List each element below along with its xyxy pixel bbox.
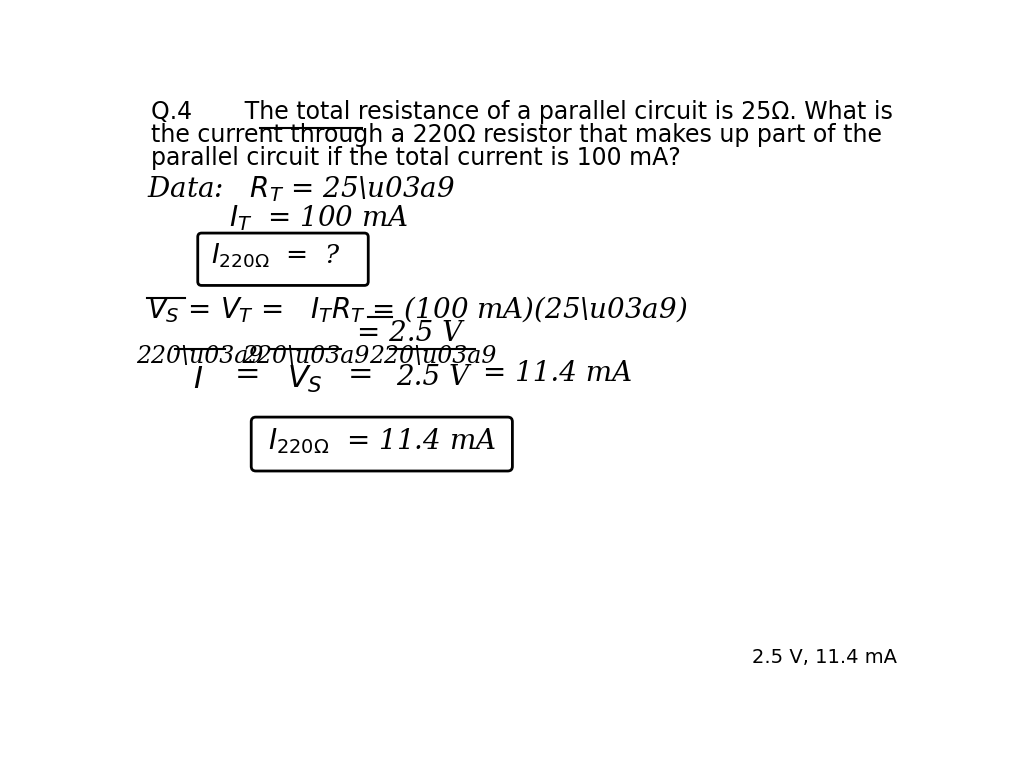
Text: $I$: $I$ <box>193 364 203 395</box>
Text: 2.5 V: 2.5 V <box>396 364 469 391</box>
Text: Data:   $R_T$ = 25\u03a9: Data: $R_T$ = 25\u03a9 <box>147 174 456 204</box>
Text: = 2.5 V: = 2.5 V <box>356 320 462 347</box>
Text: 220\u03a9: 220\u03a9 <box>369 346 497 369</box>
Text: 220\u03a9: 220\u03a9 <box>242 346 370 369</box>
FancyBboxPatch shape <box>198 233 369 286</box>
Text: $V_S$ = $V_T$ =   $I_T R_T$ = (100 mA)(25\u03a9): $V_S$ = $V_T$ = $I_T R_T$ = (100 mA)(25\… <box>147 295 688 326</box>
Text: $I_{220\Omega}$  =  ?: $I_{220\Omega}$ = ? <box>211 242 341 270</box>
Text: $V_S$: $V_S$ <box>287 364 323 395</box>
Text: 2.5 V, 11.4 mA: 2.5 V, 11.4 mA <box>752 647 897 667</box>
Text: =: = <box>234 360 260 391</box>
Text: $I_{220\Omega}$  = 11.4 mA: $I_{220\Omega}$ = 11.4 mA <box>267 426 496 456</box>
Text: = 11.4 mA: = 11.4 mA <box>483 360 632 387</box>
Text: =: = <box>347 360 373 391</box>
Text: the current through a 220Ω resistor that makes up part of the: the current through a 220Ω resistor that… <box>152 123 883 147</box>
FancyBboxPatch shape <box>251 417 512 471</box>
Text: $I_T$  = 100 mA: $I_T$ = 100 mA <box>228 203 408 233</box>
Text: Q.4       The total resistance of a parallel circuit is 25Ω. What is: Q.4 The total resistance of a parallel c… <box>152 100 893 124</box>
Text: parallel circuit if the total current is 100 mA?: parallel circuit if the total current is… <box>152 146 681 170</box>
Text: 220\u03a9: 220\u03a9 <box>135 346 263 369</box>
